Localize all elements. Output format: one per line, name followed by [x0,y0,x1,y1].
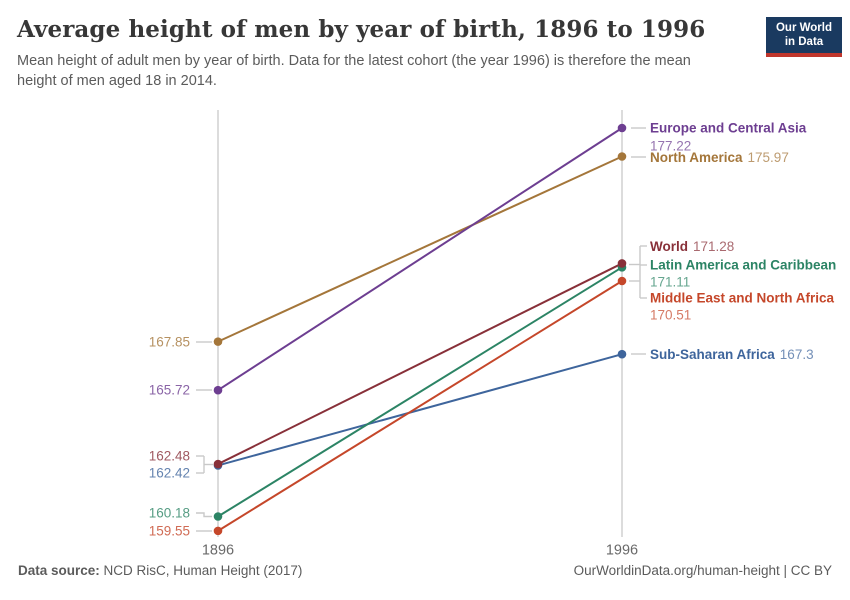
series-label-middle-east-and-north-africa[interactable]: Middle East and North Africa [650,291,835,306]
start-value-label-europe-and-central-asia[interactable]: 165.72 [149,383,190,398]
series-dot-start-world[interactable] [213,459,223,469]
series-dot-start-europe-and-central-asia[interactable] [213,385,223,395]
series-dot-end-middle-east-and-north-africa[interactable] [617,276,627,286]
end-value-label-latin-america-and-caribbean[interactable]: 171.11 [650,275,690,290]
series-line-sub-saharan-africa[interactable] [217,353,623,467]
footer-link[interactable]: OurWorldinData.org/human-height | CC BY [573,563,832,578]
series-dot-start-north-america[interactable] [213,337,223,346]
x-tick-label-1996: 1996 [606,543,638,559]
data-source-label: Data source: [18,563,100,578]
logo-line-1: Our World [775,22,832,34]
chart-footer: Data source: NCD RisC, Human Height (201… [18,563,832,578]
series-label-world[interactable]: World 171.28 [650,239,734,254]
data-source-value: NCD RisC, Human Height (2017) [103,563,303,578]
page-title: Average height of men by year of birth, … [17,16,706,43]
start-value-label-world[interactable]: 162.48 [149,449,190,464]
logo-line-2: in Data [784,36,824,49]
series-label-latin-america-and-caribbean[interactable]: Latin America and Caribbean [650,258,836,273]
series-dot-end-sub-saharan-africa[interactable] [617,349,627,359]
series-line-north-america[interactable] [217,155,623,343]
series-label-europe-and-central-asia[interactable]: Europe and Central Asia [650,121,807,136]
series-line-latin-america-and-caribbean[interactable] [217,266,623,518]
data-source: Data source: NCD RisC, Human Height (201… [18,563,302,578]
series-line-middle-east-and-north-africa[interactable] [217,280,623,532]
end-value-label-middle-east-and-north-africa[interactable]: 170.51 [650,308,691,323]
series-line-europe-and-central-asia[interactable] [217,127,623,392]
owid-logo[interactable]: Our World in Data [766,17,842,57]
chart-subtitle: Mean height of adult men by year of birt… [17,53,691,89]
series-dot-start-middle-east-and-north-africa[interactable] [213,526,223,536]
start-value-label-latin-america-and-caribbean[interactable]: 160.18 [149,506,190,521]
series-label-sub-saharan-africa[interactable]: Sub-Saharan Africa 167.3 [650,347,814,362]
start-value-label-north-america[interactable]: 167.85 [149,335,190,350]
slope-chart: 1896 1996 165.72 167.85 162.48 160.18 159.55 16… [149,110,836,559]
series-dot-end-europe-and-central-asia[interactable] [617,123,627,133]
x-tick-label-1896: 1896 [202,543,234,559]
series-line-world[interactable] [217,262,623,465]
series-dot-end-world[interactable] [617,259,627,268]
series-dot-end-north-america[interactable] [617,152,627,161]
series-label-north-america[interactable]: North America 175.97 [650,150,789,165]
end-value-label-europe-and-central-asia[interactable]: 177.22 [650,139,691,154]
start-value-label-middle-east-and-north-africa[interactable]: 159.55 [149,524,190,539]
label-connector [196,512,212,518]
start-value-label-sub-saharan-africa[interactable]: 162.42 [149,466,190,481]
series-dot-start-latin-america-and-caribbean[interactable] [213,512,223,521]
